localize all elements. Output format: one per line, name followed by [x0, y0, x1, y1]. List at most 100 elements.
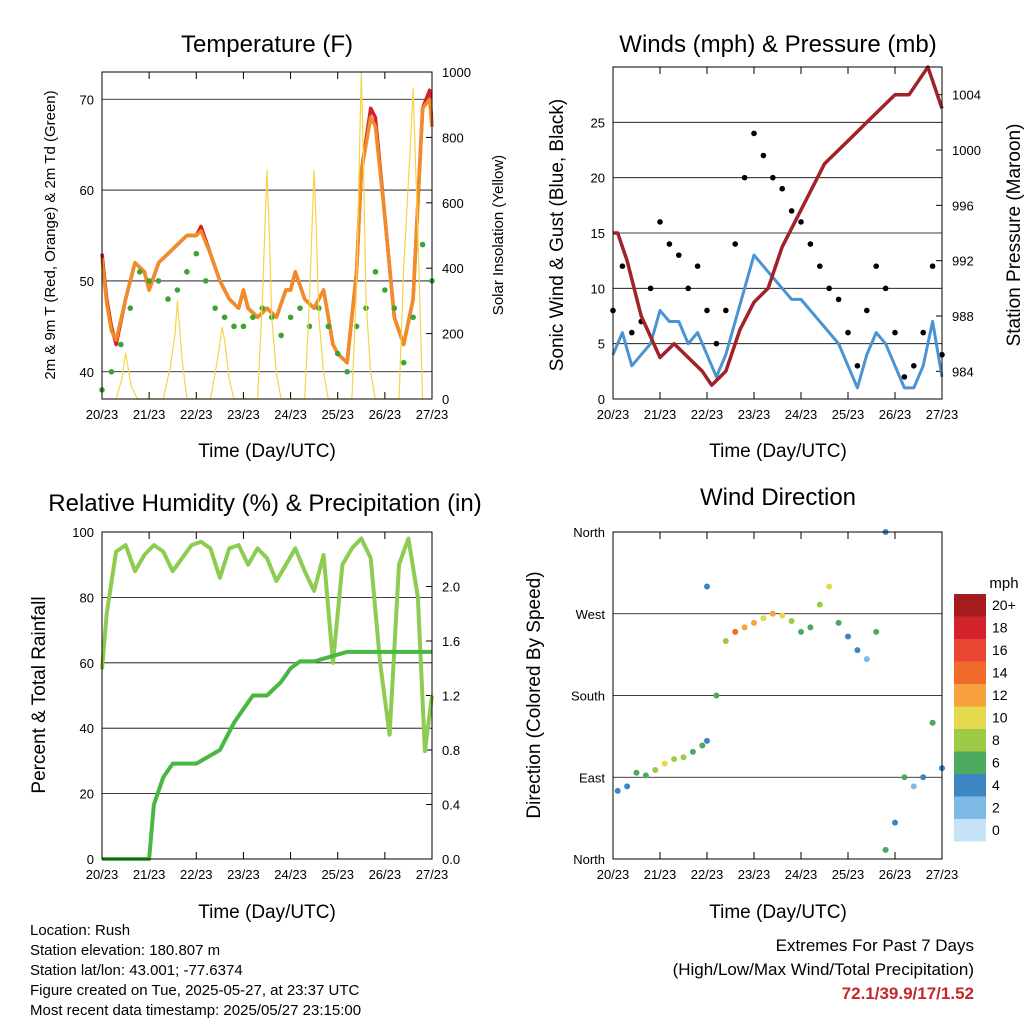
- direction-point: [920, 774, 927, 781]
- humidity-ytick-label: 100: [72, 525, 94, 540]
- temperature-ylabel-left: 2m & 9m T (Red, Orange) & 2m Td (Green): [42, 90, 59, 379]
- legend-swatch: [954, 616, 986, 639]
- winds-ytick-label: 10: [591, 281, 605, 296]
- temperature-series-2-point: [334, 350, 341, 357]
- direction-point: [873, 628, 880, 635]
- humidity-xtick-label: 21/23: [133, 867, 166, 882]
- direction-point: [901, 774, 908, 781]
- direction-point: [661, 760, 668, 767]
- winds-plot-frame: [612, 66, 943, 400]
- extremes-box: Extremes For Past 7 Days (High/Low/Max W…: [673, 934, 974, 1006]
- direction-point: [807, 624, 814, 631]
- humidity-y2tick-label: 0.4: [442, 798, 460, 813]
- direction-point: [816, 601, 823, 608]
- winds-xtick-label: 27/23: [926, 407, 959, 422]
- humidity-xtick-label: 27/23: [416, 867, 449, 882]
- direction-xtick-label: 27/23: [926, 867, 959, 882]
- legend-swatch: [954, 729, 986, 752]
- winds-series-0-point: [882, 285, 889, 292]
- humidity-series-1-line: [102, 649, 432, 861]
- station-elevation: Station elevation: 180.807 m: [30, 942, 221, 959]
- temperature-xtick-label: 23/23: [227, 407, 260, 422]
- winds-xtick-label: 26/23: [879, 407, 912, 422]
- temperature-xlabel: Time (Day/UTC): [198, 441, 336, 462]
- direction-point: [892, 819, 898, 826]
- winds-y2tick-label: 1000: [952, 143, 981, 158]
- humidity-ytick-label: 80: [80, 590, 94, 605]
- legend-swatch: [954, 751, 986, 774]
- temperature-series-2-point: [287, 314, 294, 321]
- winds-series-0-point: [694, 263, 701, 270]
- winds-series-0-point: [929, 263, 936, 270]
- winds-series-0-point: [732, 241, 738, 247]
- winds-series-0-point: [647, 285, 654, 292]
- legend-swatch: [954, 594, 986, 617]
- temperature-xtick-label: 22/23: [180, 407, 213, 422]
- legend-label: 2: [992, 800, 1000, 816]
- direction-point: [652, 766, 659, 773]
- temperature-series-2-point: [174, 287, 181, 293]
- winds-y2tick-label: 992: [952, 254, 974, 269]
- humidity-xtick-label: 23/23: [227, 867, 260, 882]
- temperature-series-2-point: [372, 269, 379, 275]
- direction-point: [713, 692, 720, 699]
- winds-series-0-point: [629, 329, 635, 336]
- direction-ylabel-left: Direction (Colored By Speed): [524, 571, 545, 818]
- direction-point: [826, 583, 833, 590]
- direction-point: [779, 612, 786, 619]
- direction-panel: Wind Direction Time (Day/UTC) Direction …: [524, 484, 1019, 923]
- temperature-series-2-point: [108, 368, 115, 375]
- winds-series-0-point: [911, 363, 917, 369]
- direction-point: [910, 783, 917, 790]
- humidity-xtick-label: 20/23: [86, 867, 119, 882]
- direction-point: [722, 638, 729, 644]
- recent-timestamp: Most recent data timestamp: 2025/05/27 2…: [30, 1002, 362, 1019]
- direction-point: [760, 615, 767, 622]
- humidity-ytick-label: 20: [80, 787, 94, 802]
- temperature-y2tick-label: 0: [442, 392, 449, 407]
- direction-point: [642, 772, 649, 779]
- legend-label: 4: [992, 777, 1000, 793]
- temperature-series-2-point: [278, 332, 284, 339]
- direction-xtick-label: 24/23: [785, 867, 818, 882]
- legend-label: 20+: [992, 597, 1016, 613]
- winds-series-0-point: [704, 307, 710, 314]
- temperature-xtick-label: 25/23: [321, 407, 354, 422]
- direction-xtick-label: 21/23: [644, 867, 677, 882]
- winds-xlabel: Time (Day/UTC): [709, 441, 847, 462]
- humidity-y2tick-label: 0.8: [442, 743, 460, 758]
- temperature-plot-frame: [101, 71, 433, 400]
- winds-series-0-point: [873, 263, 879, 270]
- figure-created: Figure created on Tue, 2025-05-27, at 23…: [30, 982, 360, 999]
- temperature-series-2-point: [127, 305, 134, 311]
- winds-series-0-point: [713, 340, 720, 347]
- winds-xtick-label: 24/23: [785, 407, 818, 422]
- temperature-series-1-line: [100, 97, 434, 365]
- direction-ytick-label: East: [579, 770, 605, 785]
- temperature-series-2-point: [165, 296, 171, 302]
- legend-label: 0: [992, 822, 1000, 838]
- winds-series-0-point: [798, 219, 804, 225]
- winds-series-0-point: [817, 263, 823, 270]
- direction-xtick-label: 22/23: [691, 867, 724, 882]
- winds-series-0-point: [920, 329, 926, 336]
- winds-title: Winds (mph) & Pressure (mb): [619, 31, 936, 58]
- winds-series-0-point: [666, 241, 673, 247]
- temperature-xtick-label: 26/23: [369, 407, 402, 422]
- direction-point: [863, 656, 870, 663]
- direction-point: [633, 769, 640, 776]
- winds-series-0-point: [826, 285, 832, 292]
- legend-swatch: [954, 684, 986, 707]
- direction-xtick-label: 23/23: [738, 867, 771, 882]
- winds-series-1-line: [611, 253, 944, 390]
- direction-ytick-label: North: [573, 852, 605, 867]
- winds-xtick-label: 20/23: [597, 407, 630, 422]
- winds-series-0-point: [676, 252, 682, 258]
- legend-label: 12: [992, 687, 1008, 703]
- winds-series-0-point: [723, 307, 729, 314]
- legend-label: 8: [992, 732, 1000, 748]
- extremes-values: 72.1/39.9/17/1.52: [841, 984, 974, 1003]
- winds-xtick-label: 23/23: [738, 407, 771, 422]
- temperature-series-2-point: [231, 323, 237, 330]
- winds-panel: Winds (mph) & Pressure (mb) Time (Day/UT…: [547, 31, 1024, 462]
